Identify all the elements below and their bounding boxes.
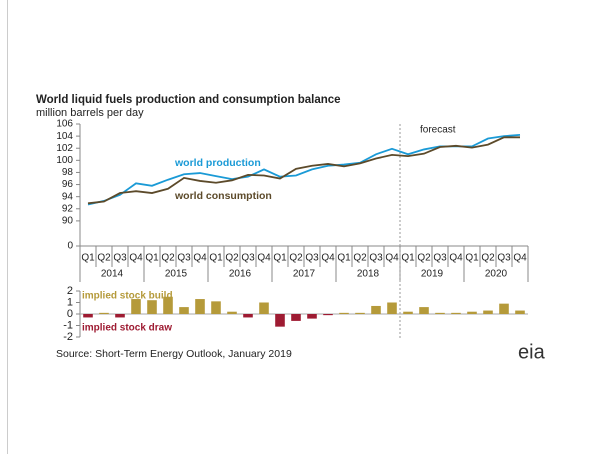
bar [163,296,173,314]
bar [259,302,269,314]
x-tick-label: Q4 [193,253,207,264]
y-tick-label: 94 [62,191,74,202]
logo: eia [518,341,546,363]
x-tick-label: Q3 [305,253,319,264]
bar [131,299,141,314]
bar [243,314,253,318]
bar [387,302,397,314]
y-tick-label: 100 [56,155,73,166]
x-tick-label: Q1 [401,253,415,264]
y-tick-label: 1 [67,296,73,308]
bar [499,303,509,314]
bar [83,314,93,318]
bar [355,312,365,314]
x-tick-label: Q2 [417,253,431,264]
y-tick-label: 96 [62,179,74,190]
x-tick-label: Q1 [273,253,287,264]
x-tick-label: Q1 [465,253,479,264]
forecast-label: forecast [420,125,456,136]
source: Source: Short-Term Energy Outlook, Janua… [56,348,292,360]
bar [227,311,237,314]
y-tick-label: 0 [67,308,73,320]
y-tick-label: 102 [56,143,73,154]
chart-subtitle: million barrels per day [36,107,144,119]
bar [291,314,301,321]
y-tick-label: 90 [62,216,74,227]
x-tick-label: Q2 [353,253,367,264]
bar [467,311,477,314]
x-tick-label: Q4 [129,253,143,264]
x-tick-label: Q2 [161,253,175,264]
y-tick-label: 2 [67,285,73,297]
build-label: implied stock build [82,291,173,302]
x-tick-label: Q2 [481,253,495,264]
series-label: world production [174,157,261,169]
x-tick-label: Q1 [337,253,351,264]
y-tick-label: 92 [62,203,74,214]
x-tick-label: Q4 [257,253,271,264]
x-tick-label: Q2 [97,253,111,264]
bar [403,311,413,314]
bar [307,314,317,319]
x-tick-label: Q2 [225,253,239,264]
year-label: 2020 [485,269,508,280]
series-line [87,136,520,205]
x-tick-label: Q4 [513,253,527,264]
x-tick-label: Q3 [497,253,511,264]
y-tick-label: 0 [67,241,73,252]
x-tick-label: Q4 [321,253,335,264]
year-label: 2014 [101,269,124,280]
bar [435,312,445,314]
x-tick-label: Q3 [433,253,447,264]
bar [483,310,493,314]
x-tick-label: Q1 [81,253,95,264]
year-label: 2016 [229,269,252,280]
x-tick-label: Q4 [385,253,399,264]
y-tick-label: 98 [62,167,74,178]
bar [211,301,221,314]
bar [115,314,125,318]
bar [323,314,333,316]
year-label: 2019 [421,269,444,280]
bar [195,299,205,314]
y-tick-label: -1 [63,319,73,331]
x-tick-label: Q3 [369,253,383,264]
x-tick-label: Q4 [449,253,463,264]
bar [179,307,189,314]
bar [419,307,429,314]
bar [99,312,109,314]
bar [371,305,381,314]
x-tick-label: Q1 [209,253,223,264]
x-tick-label: Q2 [289,253,303,264]
year-label: 2017 [293,269,316,280]
x-tick-label: Q3 [241,253,255,264]
y-tick-label: -2 [63,331,73,343]
series-label: world consumption [174,190,272,202]
y-tick-label: 106 [56,119,73,130]
bar [147,300,157,314]
bar [275,314,285,327]
bar [515,310,525,314]
draw-label: implied stock draw [82,323,172,334]
x-tick-label: Q1 [145,253,159,264]
x-tick-label: Q3 [113,253,127,264]
y-tick-label: 104 [56,131,73,142]
x-tick-label: Q3 [177,253,191,264]
year-label: 2015 [165,269,188,280]
bar [339,312,349,314]
chart-title: World liquid fuels production and consum… [36,94,341,106]
bar [451,312,461,314]
year-label: 2018 [357,269,380,280]
